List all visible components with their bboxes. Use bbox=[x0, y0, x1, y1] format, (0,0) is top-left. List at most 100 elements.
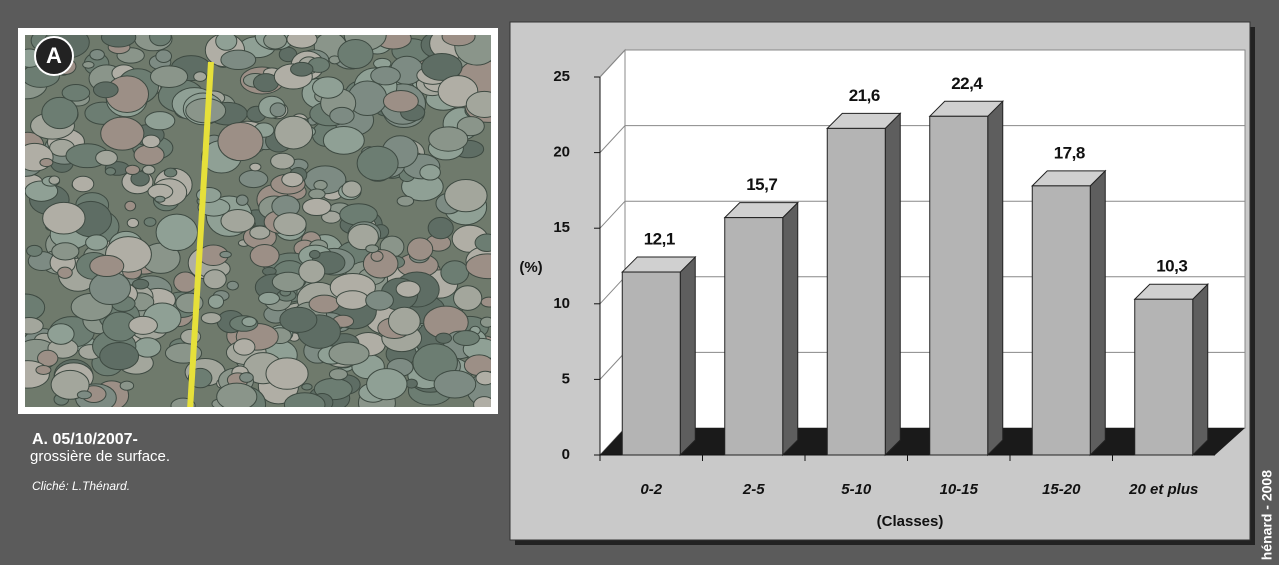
photo-badge bbox=[34, 36, 74, 76]
stone bbox=[39, 158, 54, 168]
stone bbox=[365, 244, 380, 254]
stone bbox=[335, 290, 370, 310]
x-tick-label: 15-20 bbox=[1042, 481, 1081, 498]
stone bbox=[382, 89, 419, 113]
y-tick-label: 0 bbox=[562, 446, 570, 463]
stone bbox=[281, 171, 304, 188]
photo-label: A bbox=[46, 43, 62, 68]
stone bbox=[220, 49, 257, 71]
stone bbox=[270, 152, 295, 170]
y-tick-label: 25 bbox=[553, 68, 570, 85]
stone bbox=[473, 396, 491, 407]
y-tick-label: 10 bbox=[553, 295, 570, 312]
stone bbox=[312, 76, 344, 99]
stone bbox=[241, 316, 257, 328]
stone bbox=[474, 233, 491, 252]
stone bbox=[428, 126, 469, 152]
caption-line: A. 05/10/2007- bbox=[32, 431, 138, 448]
stone bbox=[203, 269, 227, 290]
stone bbox=[475, 370, 491, 386]
photo bbox=[25, 35, 491, 407]
stone bbox=[479, 316, 491, 328]
stone bbox=[356, 145, 399, 182]
stone bbox=[308, 294, 340, 314]
bar-side bbox=[679, 255, 696, 457]
grid-line bbox=[599, 200, 626, 229]
stone bbox=[41, 96, 79, 130]
stone bbox=[48, 175, 61, 185]
stone bbox=[249, 162, 262, 172]
stone bbox=[322, 126, 365, 155]
stone bbox=[238, 169, 269, 189]
stone bbox=[155, 213, 199, 252]
measuring-tape bbox=[187, 61, 214, 407]
stone bbox=[126, 217, 140, 229]
stone bbox=[328, 368, 348, 381]
stone bbox=[395, 280, 421, 298]
stone bbox=[132, 278, 150, 290]
value-label: 22,4 bbox=[951, 74, 983, 93]
stone bbox=[302, 197, 332, 217]
stone bbox=[452, 330, 480, 347]
stone bbox=[419, 164, 441, 181]
stone bbox=[128, 315, 158, 335]
stone bbox=[249, 225, 271, 240]
stone bbox=[130, 170, 150, 187]
bar bbox=[1031, 185, 1091, 456]
stone bbox=[265, 357, 309, 390]
stone bbox=[435, 332, 453, 344]
stone bbox=[149, 65, 189, 89]
stone bbox=[301, 383, 313, 391]
stone bbox=[290, 61, 314, 77]
stone bbox=[173, 271, 198, 293]
stone bbox=[453, 285, 483, 311]
value-label: 17,8 bbox=[1054, 143, 1085, 162]
stone bbox=[298, 259, 326, 284]
stone bbox=[337, 39, 374, 70]
stone bbox=[100, 35, 137, 48]
stone bbox=[427, 216, 454, 240]
stone bbox=[92, 81, 119, 99]
stone bbox=[124, 200, 137, 212]
stone bbox=[366, 368, 408, 401]
stone bbox=[309, 249, 321, 259]
stone bbox=[328, 341, 370, 366]
stone bbox=[141, 134, 161, 149]
stone bbox=[258, 291, 280, 305]
stone bbox=[216, 382, 258, 407]
stone bbox=[347, 223, 379, 251]
caption-wrap: Site 1: comptage granulométrique sur la … bbox=[30, 448, 170, 465]
stone bbox=[35, 365, 52, 375]
y-tick-label: 15 bbox=[553, 219, 570, 236]
bar bbox=[724, 217, 784, 456]
stone bbox=[421, 53, 463, 81]
stone bbox=[207, 294, 225, 309]
bar bbox=[1134, 298, 1194, 456]
stone bbox=[396, 195, 415, 207]
stone bbox=[124, 164, 141, 176]
stone bbox=[89, 49, 105, 61]
side-wall bbox=[599, 48, 626, 457]
stone bbox=[226, 280, 239, 291]
stone bbox=[99, 342, 140, 371]
y-tick-label: 20 bbox=[553, 144, 570, 161]
stone bbox=[339, 203, 378, 226]
stone bbox=[405, 378, 418, 389]
stone bbox=[144, 111, 176, 131]
stone bbox=[249, 243, 280, 268]
stone bbox=[341, 180, 362, 198]
x-tick-label: 10-15 bbox=[940, 481, 979, 498]
stone bbox=[456, 116, 485, 137]
stone bbox=[219, 250, 232, 259]
stone bbox=[155, 49, 173, 63]
stone bbox=[279, 306, 318, 333]
x-tick-label: 20 et plus bbox=[1128, 481, 1198, 498]
stone bbox=[217, 121, 264, 162]
y-tick-label: 5 bbox=[562, 370, 570, 387]
value-label: 10,3 bbox=[1156, 257, 1187, 276]
bar bbox=[826, 127, 886, 456]
stone bbox=[119, 380, 135, 391]
stone bbox=[465, 90, 491, 118]
stone bbox=[85, 234, 109, 251]
